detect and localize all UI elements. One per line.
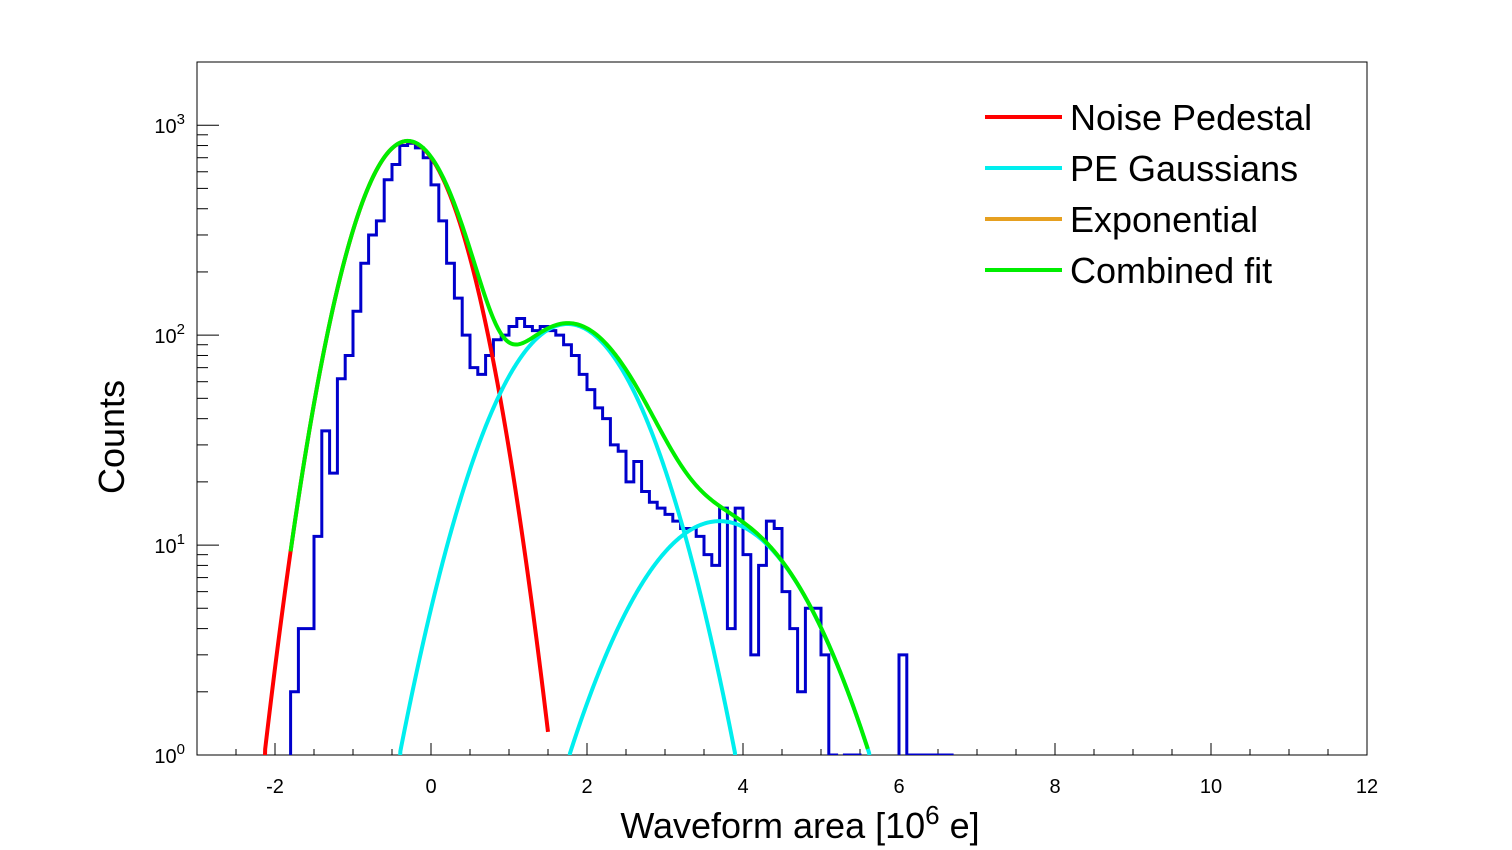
- legend-label: Noise Pedestal: [1070, 97, 1312, 138]
- x-tick-label: 8: [1049, 776, 1060, 798]
- combined-fit-curve: [288, 138, 870, 750]
- x-tick-label: 4: [737, 776, 748, 798]
- legend-label: Exponential: [1070, 199, 1258, 240]
- y-tick-label: 103: [154, 111, 185, 138]
- x-tick-label: 10: [1200, 776, 1222, 798]
- legend: Noise Pedestal PE Gaussians Exponential Com…: [985, 97, 1312, 291]
- y-axis-tick-labels: 100 101 102 103: [154, 111, 185, 768]
- legend-label: Combined fit: [1070, 250, 1272, 291]
- x-tick-label: -2: [266, 776, 284, 798]
- x-tick-label: 2: [581, 776, 592, 798]
- y-tick-label: 101: [154, 531, 185, 558]
- x-axis-label: Waveform area [106 e]: [620, 800, 979, 846]
- x-axis-tick-labels: -2 0 2 4 6 8 10 12: [266, 776, 1378, 798]
- x-tick-label: 6: [893, 776, 904, 798]
- x-tick-label: 0: [425, 776, 436, 798]
- y-tick-label: 100: [154, 741, 185, 768]
- legend-label: PE Gaussians: [1070, 148, 1298, 189]
- y-axis-ticks: [197, 61, 219, 756]
- y-tick-label: 102: [154, 321, 185, 348]
- x-tick-label: 12: [1356, 776, 1378, 798]
- y-axis-label: Counts: [91, 380, 132, 494]
- histogram-series: [289, 141, 954, 755]
